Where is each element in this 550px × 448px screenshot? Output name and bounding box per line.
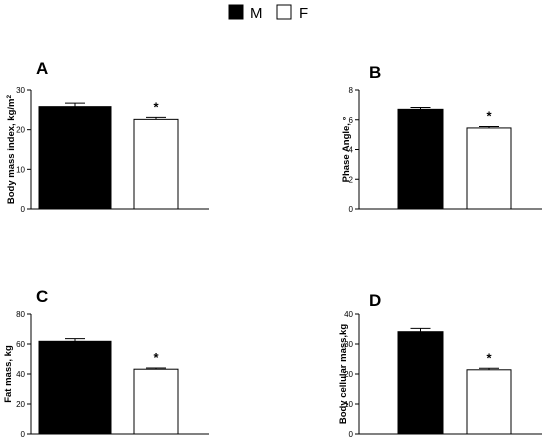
bar-m xyxy=(397,331,444,435)
bar-f xyxy=(133,368,179,435)
bar-f xyxy=(466,127,512,210)
legend-swatch-m xyxy=(228,4,244,20)
y-axis-label: Body mass index, kg/m2 xyxy=(6,95,18,205)
y-tick-label: 40 xyxy=(16,370,25,379)
panel-label: B xyxy=(369,63,381,82)
y-tick-label: 4 xyxy=(349,146,354,155)
panel-d: D 0 10 20 30 40 Body cellular mass,kg * xyxy=(338,291,542,439)
bar-f xyxy=(133,118,179,210)
bar-m xyxy=(38,340,112,435)
y-axis-label: Phase Angle, ° xyxy=(341,116,352,182)
y-axis-label: Fat mass, kg xyxy=(3,345,14,403)
y-tick-label: 0 xyxy=(21,205,26,214)
bar-m xyxy=(38,106,112,210)
y-tick-label: 10 xyxy=(16,165,25,174)
panel-label: C xyxy=(36,287,48,306)
y-tick-label: 30 xyxy=(344,340,353,349)
y-tick-label: 0 xyxy=(21,430,26,439)
y-tick-label: 20 xyxy=(16,126,25,135)
legend-swatch-f xyxy=(276,4,292,20)
y-axis-label: Body cellular mass,kg xyxy=(338,324,349,425)
significance-marker: * xyxy=(486,350,492,365)
panel-b: B 0 2 4 6 8 Phase Angle, ° * xyxy=(341,63,542,214)
y-tick-label: 30 xyxy=(16,86,25,95)
bar-f xyxy=(466,369,512,435)
y-tick-label: 6 xyxy=(349,116,354,125)
y-tick-label: 2 xyxy=(349,175,354,184)
y-axis-label-superscript: 2 xyxy=(6,95,13,99)
significance-marker: * xyxy=(486,108,492,123)
y-tick-label: 80 xyxy=(16,310,25,319)
y-tick-label: 20 xyxy=(344,370,353,379)
y-tick-label: 8 xyxy=(349,86,354,95)
legend-label-m: M xyxy=(250,5,263,22)
panel-label: A xyxy=(36,59,48,78)
panel-c: C 0 20 40 60 80 Fat mass, kg * xyxy=(3,287,209,439)
y-tick-label: 60 xyxy=(16,340,25,349)
significance-marker: * xyxy=(153,350,159,365)
y-tick-label: 20 xyxy=(16,400,25,409)
legend-label-f: F xyxy=(299,5,308,22)
significance-marker: * xyxy=(153,99,159,114)
y-tick-label: 0 xyxy=(349,205,354,214)
y-tick-label: 40 xyxy=(344,310,353,319)
bar-m xyxy=(397,108,444,210)
panel-label: D xyxy=(369,291,381,310)
y-tick-label: 0 xyxy=(349,430,354,439)
y-tick-label: 10 xyxy=(344,400,353,409)
